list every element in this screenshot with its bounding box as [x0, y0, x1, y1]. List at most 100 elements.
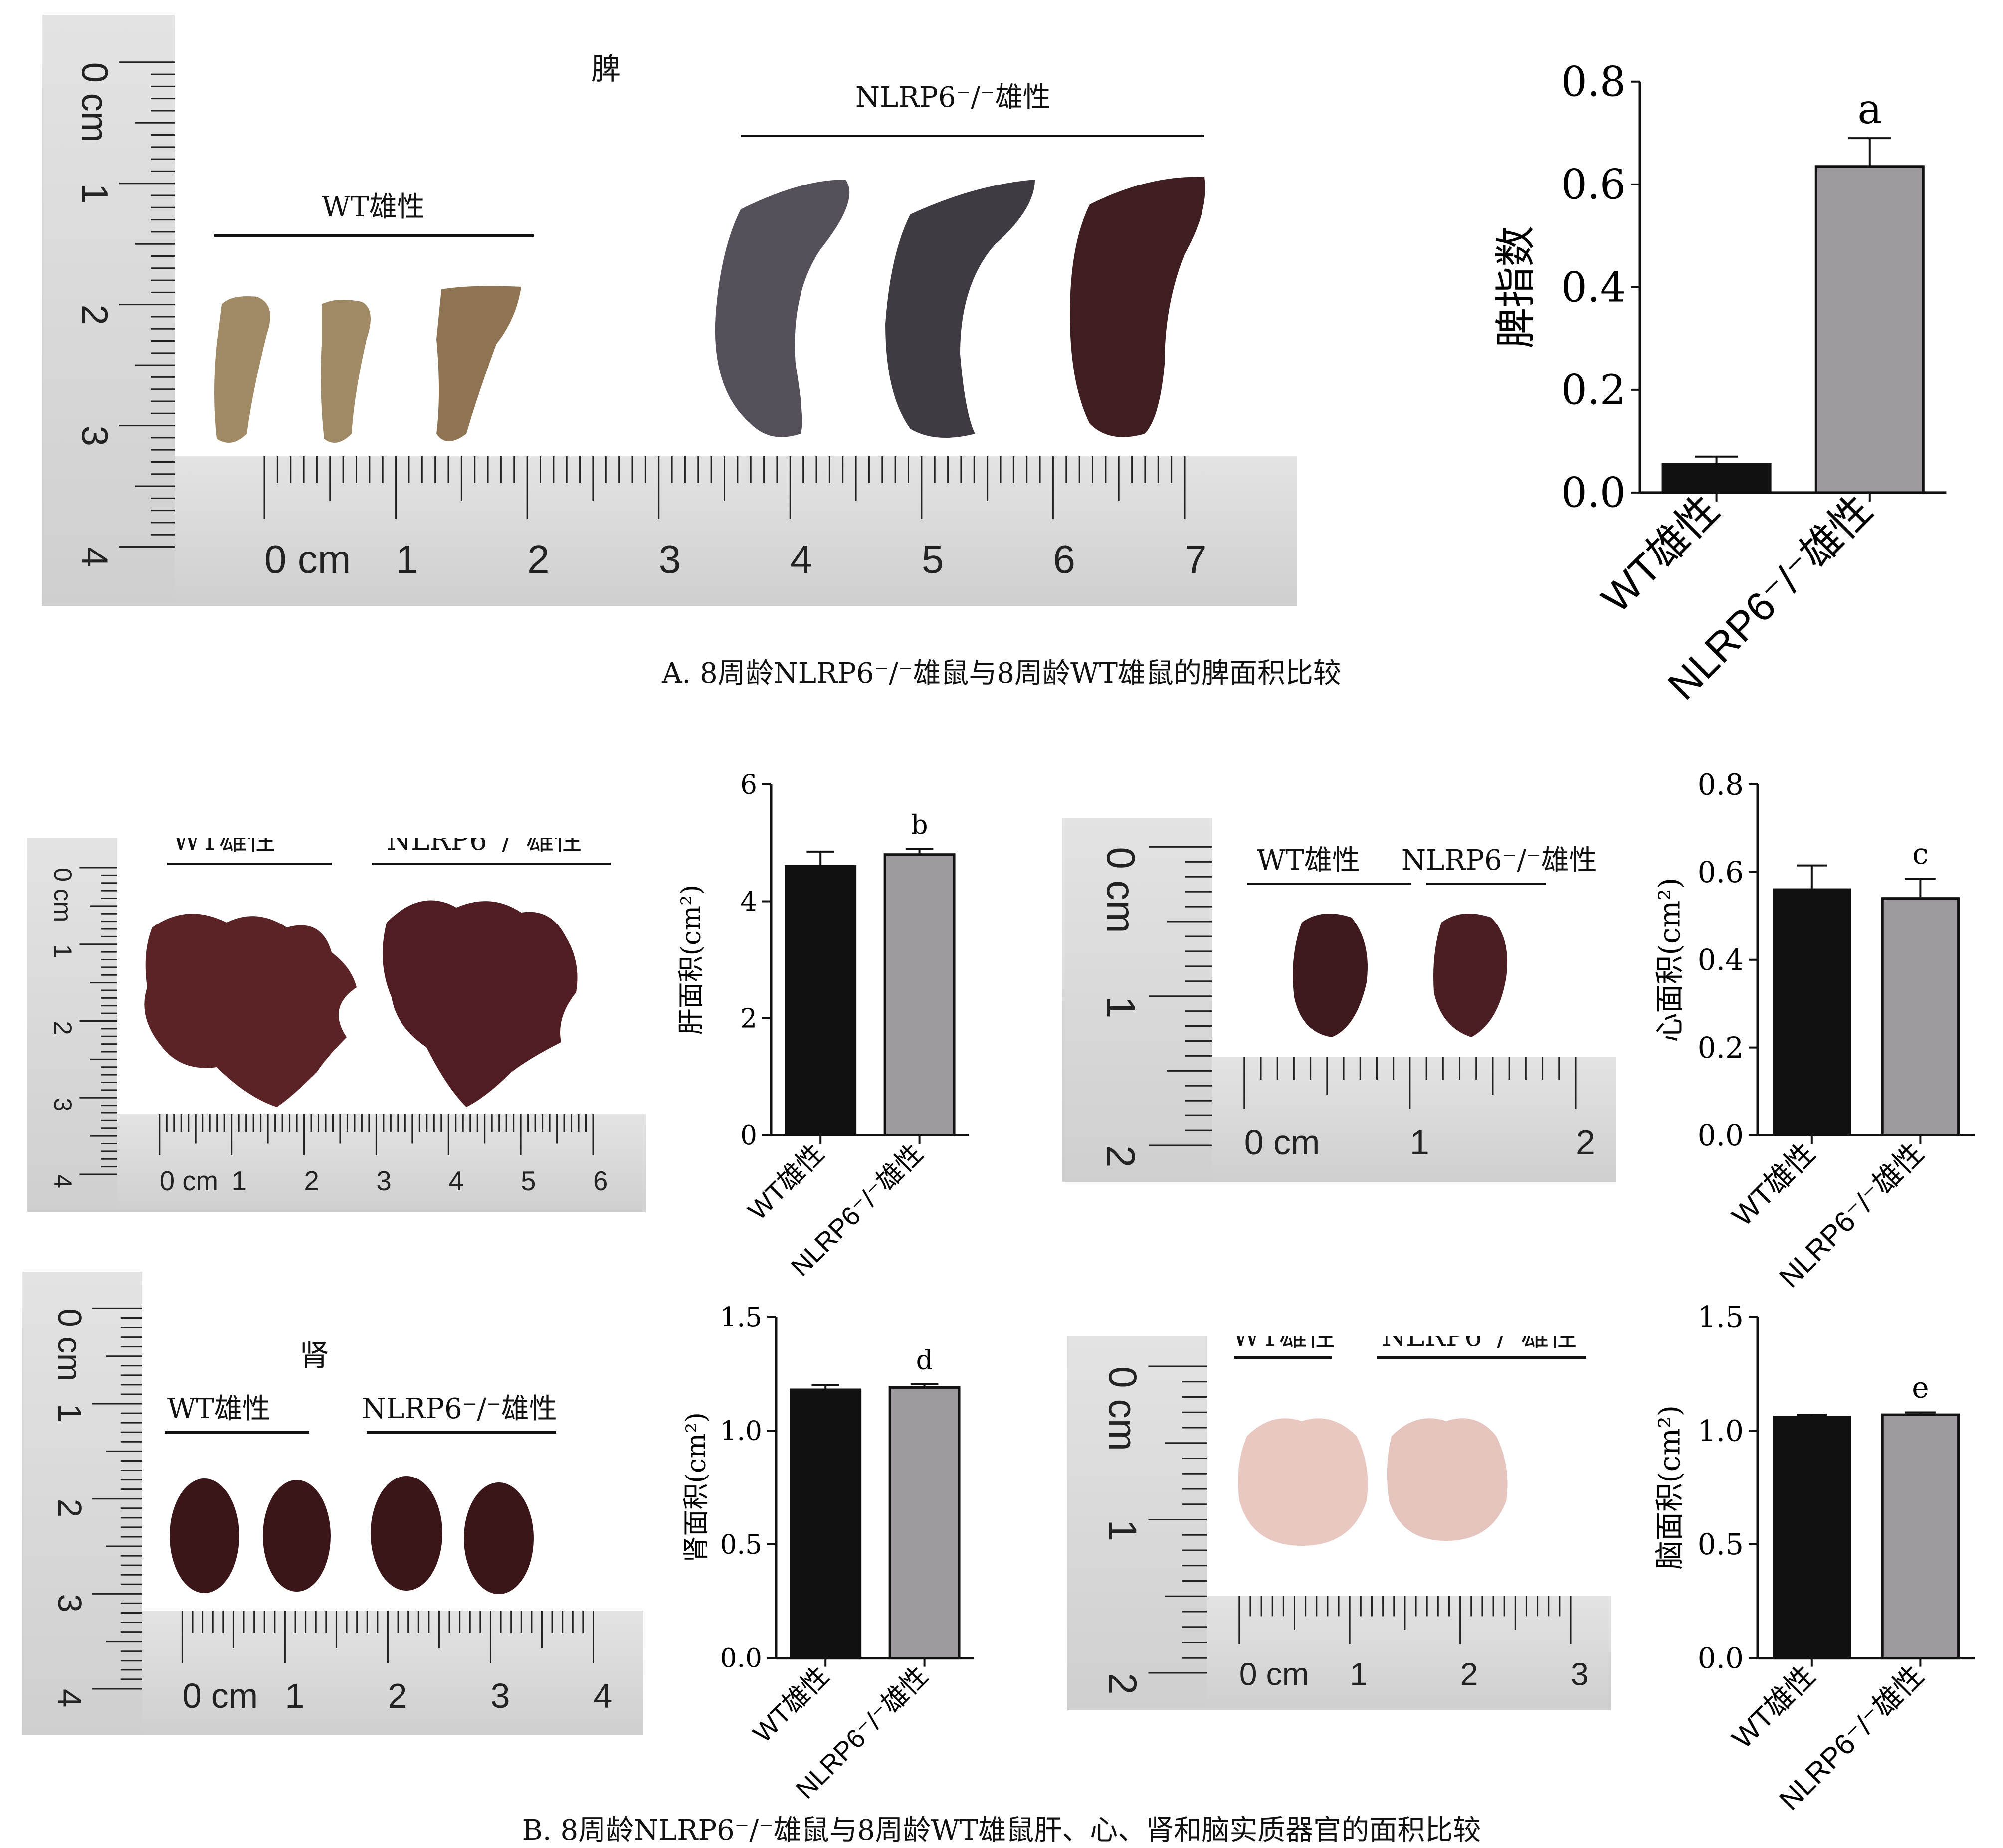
ruler-number: 1 — [1350, 1656, 1368, 1692]
ruler-number: 2 — [51, 1499, 88, 1517]
chart-kidney-area: 0.0 0.5 1.0 1.5 肾面积(cm²) WT雄性 NLRP6⁻/⁻雄性 d — [681, 1287, 993, 1805]
y-tick-label: 4 — [740, 887, 757, 917]
ko-group-line — [372, 863, 611, 865]
ko-kidney-1 — [371, 1476, 442, 1591]
ko-group-label: NLRP6⁻/⁻雄性 — [1382, 1336, 1577, 1353]
ruler-number: 6 — [593, 1166, 608, 1196]
chart-brain-area: 0.0 0.5 1.0 1.5 脑面积(cm²) WT雄性 NLRP6⁻/⁻雄性 e — [1653, 1287, 1995, 1817]
y-tick-label: 0.6 — [1698, 855, 1744, 889]
chart-spleen-index: 0.0 0.2 0.4 0.6 0.8 脾指数 WT雄性 NLRP6⁻/⁻雄性 a — [1492, 45, 1975, 709]
y-tick-label: 0.0 — [720, 1643, 762, 1673]
ko-group-label: NLRP6⁻/⁻雄性 — [362, 1393, 557, 1425]
ko-liver — [383, 900, 578, 1107]
ruler-number: 4 — [74, 547, 116, 567]
vertical-ruler: 0 cm 1 2 — [1067, 1336, 1207, 1710]
ruler-number: 0 cm — [264, 537, 351, 581]
ruler-number: 3 — [659, 537, 681, 581]
ruler-number: 1 — [232, 1166, 247, 1196]
y-tick-label: 0.5 — [1698, 1527, 1744, 1561]
ruler-number: 3 — [1571, 1656, 1589, 1692]
kidney-specimens — [170, 1476, 534, 1594]
significance-annotation: b — [911, 810, 928, 840]
horizontal-ruler: 0 cm 1 2 3 4 5 6 — [117, 1114, 646, 1212]
y-tick-label: 0.0 — [1698, 1641, 1744, 1675]
y-tick-label: 0.6 — [1561, 162, 1626, 209]
ko-kidney-2 — [464, 1482, 534, 1594]
wt-group-label: WT雄性 — [172, 838, 275, 857]
wt-brain — [1238, 1418, 1368, 1546]
wt-group-label: WT雄性 — [167, 1393, 270, 1425]
wt-group-label: WT雄性 — [1257, 844, 1360, 877]
ruler-number: 0 cm — [1239, 1656, 1309, 1692]
wt-spleen-1 — [214, 296, 270, 443]
significance-annotation: d — [916, 1345, 933, 1376]
wt-group-line — [1234, 1356, 1332, 1359]
ruler-number: 1 — [74, 184, 116, 204]
vertical-ruler: 0 cm 1 2 — [1062, 818, 1212, 1182]
ruler-graphic: 0 cm 1 2 — [1101, 1365, 1207, 1695]
chart-liver-area: 0 2 4 6 肝面积(cm²) WT雄性 NLRP6⁻/⁻雄性 b — [676, 753, 988, 1282]
ruler-number: 2 — [49, 1021, 77, 1035]
ruler-number: 5 — [521, 1166, 536, 1196]
y-axis-label: 肾面积(cm²) — [681, 1412, 711, 1563]
ko-group-line — [367, 1431, 556, 1434]
y-tick-label: 0.4 — [1698, 943, 1744, 977]
ruler-number: 2 — [1101, 1673, 1145, 1695]
wt-group-line — [167, 863, 332, 865]
ruler-number: 0 cm — [51, 1308, 88, 1381]
y-tick-label: 1.0 — [720, 1416, 762, 1447]
wt-kidney-1 — [170, 1478, 239, 1593]
ko-spleen-1 — [715, 180, 850, 437]
y-axis-label: 肝面积(cm²) — [676, 885, 706, 1035]
ruler-number: 2 — [1099, 1145, 1143, 1168]
ruler-graphic: 0 cm 1 2 3 4 — [51, 1307, 142, 1707]
ko-heart — [1433, 914, 1507, 1037]
ruler-number: 0 cm — [160, 1166, 218, 1196]
wt-group-line — [214, 234, 534, 237]
significance-annotation: c — [1912, 837, 1928, 871]
vertical-ruler: 0 cm 1 2 3 4 — [22, 1272, 142, 1735]
bar-wt — [1773, 888, 1851, 1136]
ruler-number: 1 — [285, 1676, 304, 1715]
ko-group-line — [1377, 1356, 1586, 1359]
significance-annotation: e — [1912, 1371, 1929, 1405]
kidney-photo: 0 cm 1 2 3 4 0 cm 1 2 3 4 肾 WT雄性 NLRP6⁻/⁻雄性 — [22, 1272, 643, 1735]
y-axis-label: 脾指数 — [1492, 226, 1540, 349]
y-tick-label: 2 — [740, 1004, 757, 1034]
y-tick-label: 1.5 — [1698, 1300, 1744, 1334]
y-tick-label: 0.8 — [1561, 59, 1626, 106]
y-axis-label: 脑面积(cm²) — [1653, 1405, 1687, 1570]
ruler-number: 3 — [49, 1098, 77, 1111]
wt-group-line — [1247, 883, 1411, 885]
spleen-specimens — [214, 177, 1205, 443]
vertical-ruler: 0 cm 1 2 3 4 — [27, 838, 117, 1212]
ruler-number: 4 — [51, 1689, 88, 1707]
ruler-number: 4 — [594, 1676, 613, 1715]
y-tick-label: 0 — [740, 1120, 757, 1151]
y-tick-label: 1.5 — [720, 1302, 762, 1333]
ruler-number: 5 — [922, 537, 944, 581]
ko-spleen-2 — [885, 180, 1035, 438]
figure-caption-a: A. 8周龄NLRP6⁻/⁻雄鼠与8周龄WT雄鼠的脾面积比较 — [662, 657, 1341, 690]
ruler-number: 7 — [1185, 537, 1207, 581]
wt-spleen-specimens — [214, 286, 521, 443]
horizontal-ruler: 0 cm 1 2 3 4 — [142, 1611, 643, 1735]
y-tick-label: 6 — [740, 770, 757, 800]
ruler-number: 2 — [1576, 1123, 1595, 1162]
ruler-graphic: 0 cm 1 2 — [1099, 846, 1212, 1168]
bar-wt — [1661, 463, 1772, 494]
bar-wt — [785, 865, 857, 1136]
significance-annotation: a — [1857, 86, 1882, 133]
y-axis-label: 心面积(cm²) — [1653, 878, 1687, 1042]
ruler-number: 6 — [1053, 537, 1075, 581]
liver-specimens — [144, 900, 578, 1107]
wt-group-label: WT雄性 — [322, 191, 425, 223]
ruler-number: 0 cm — [1099, 847, 1143, 933]
y-tick-label: 0.0 — [1698, 1118, 1744, 1152]
ruler-number: 3 — [376, 1166, 391, 1196]
y-tick-label: 0.2 — [1561, 367, 1626, 414]
bar-ko — [1881, 1413, 1960, 1660]
brain-specimens — [1238, 1418, 1508, 1546]
ko-group-line — [741, 135, 1204, 137]
